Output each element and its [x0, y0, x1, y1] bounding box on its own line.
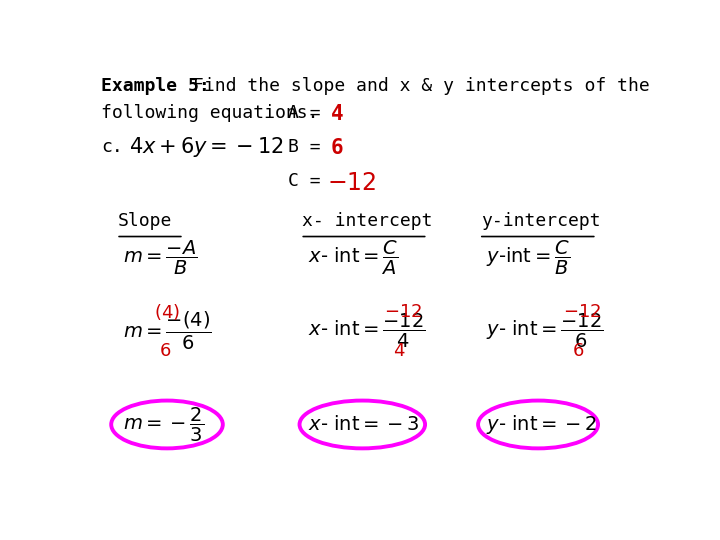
Text: $-12$: $-12$ [327, 171, 377, 195]
Text: $x\text{- int} = -3$: $x\text{- int} = -3$ [307, 415, 419, 434]
Text: $-12$: $-12$ [384, 303, 423, 321]
Text: $-12$: $-12$ [562, 303, 601, 321]
Text: $m = -\dfrac{2}{3}$: $m = -\dfrac{2}{3}$ [124, 406, 204, 443]
Text: $x\text{- int} = \dfrac{-12}{4}$: $x\text{- int} = \dfrac{-12}{4}$ [307, 312, 426, 350]
Text: $(4)$: $(4)$ [153, 302, 179, 322]
Text: Find the slope and x & y intercepts of the: Find the slope and x & y intercepts of t… [193, 77, 650, 95]
Text: $4$: $4$ [393, 342, 405, 360]
Text: $m = \dfrac{-(4)}{6}$: $m = \dfrac{-(4)}{6}$ [124, 310, 212, 352]
Text: x- intercept: x- intercept [302, 212, 433, 231]
Text: $4x+6y=-12$: $4x+6y=-12$ [129, 136, 284, 159]
Text: Example 5:: Example 5: [101, 77, 210, 95]
Text: Slope: Slope [118, 212, 172, 231]
Text: A =: A = [288, 104, 332, 122]
Text: $y\text{- int} = -2$: $y\text{- int} = -2$ [486, 413, 597, 436]
Text: $6$: $6$ [572, 342, 584, 360]
Text: B =: B = [288, 138, 332, 156]
Text: $y\mathsf{\text{-int}} = \dfrac{C}{B}$: $y\mathsf{\text{-int}} = \dfrac{C}{B}$ [486, 239, 570, 277]
Text: c.: c. [101, 138, 123, 156]
Text: $6$: $6$ [159, 342, 171, 360]
Text: following equations.: following equations. [101, 104, 319, 122]
Text: 6: 6 [331, 138, 343, 158]
Text: $y\text{- int} = \dfrac{-12}{6}$: $y\text{- int} = \dfrac{-12}{6}$ [486, 312, 604, 350]
Text: $x\mathsf{\text{- int}} = \dfrac{C}{A}$: $x\mathsf{\text{- int}} = \dfrac{C}{A}$ [307, 239, 398, 277]
Text: 4: 4 [331, 104, 343, 124]
Text: $m = \dfrac{-A}{B}$: $m = \dfrac{-A}{B}$ [124, 239, 198, 277]
Text: y-intercept: y-intercept [481, 212, 600, 231]
Text: C =: C = [288, 172, 332, 190]
